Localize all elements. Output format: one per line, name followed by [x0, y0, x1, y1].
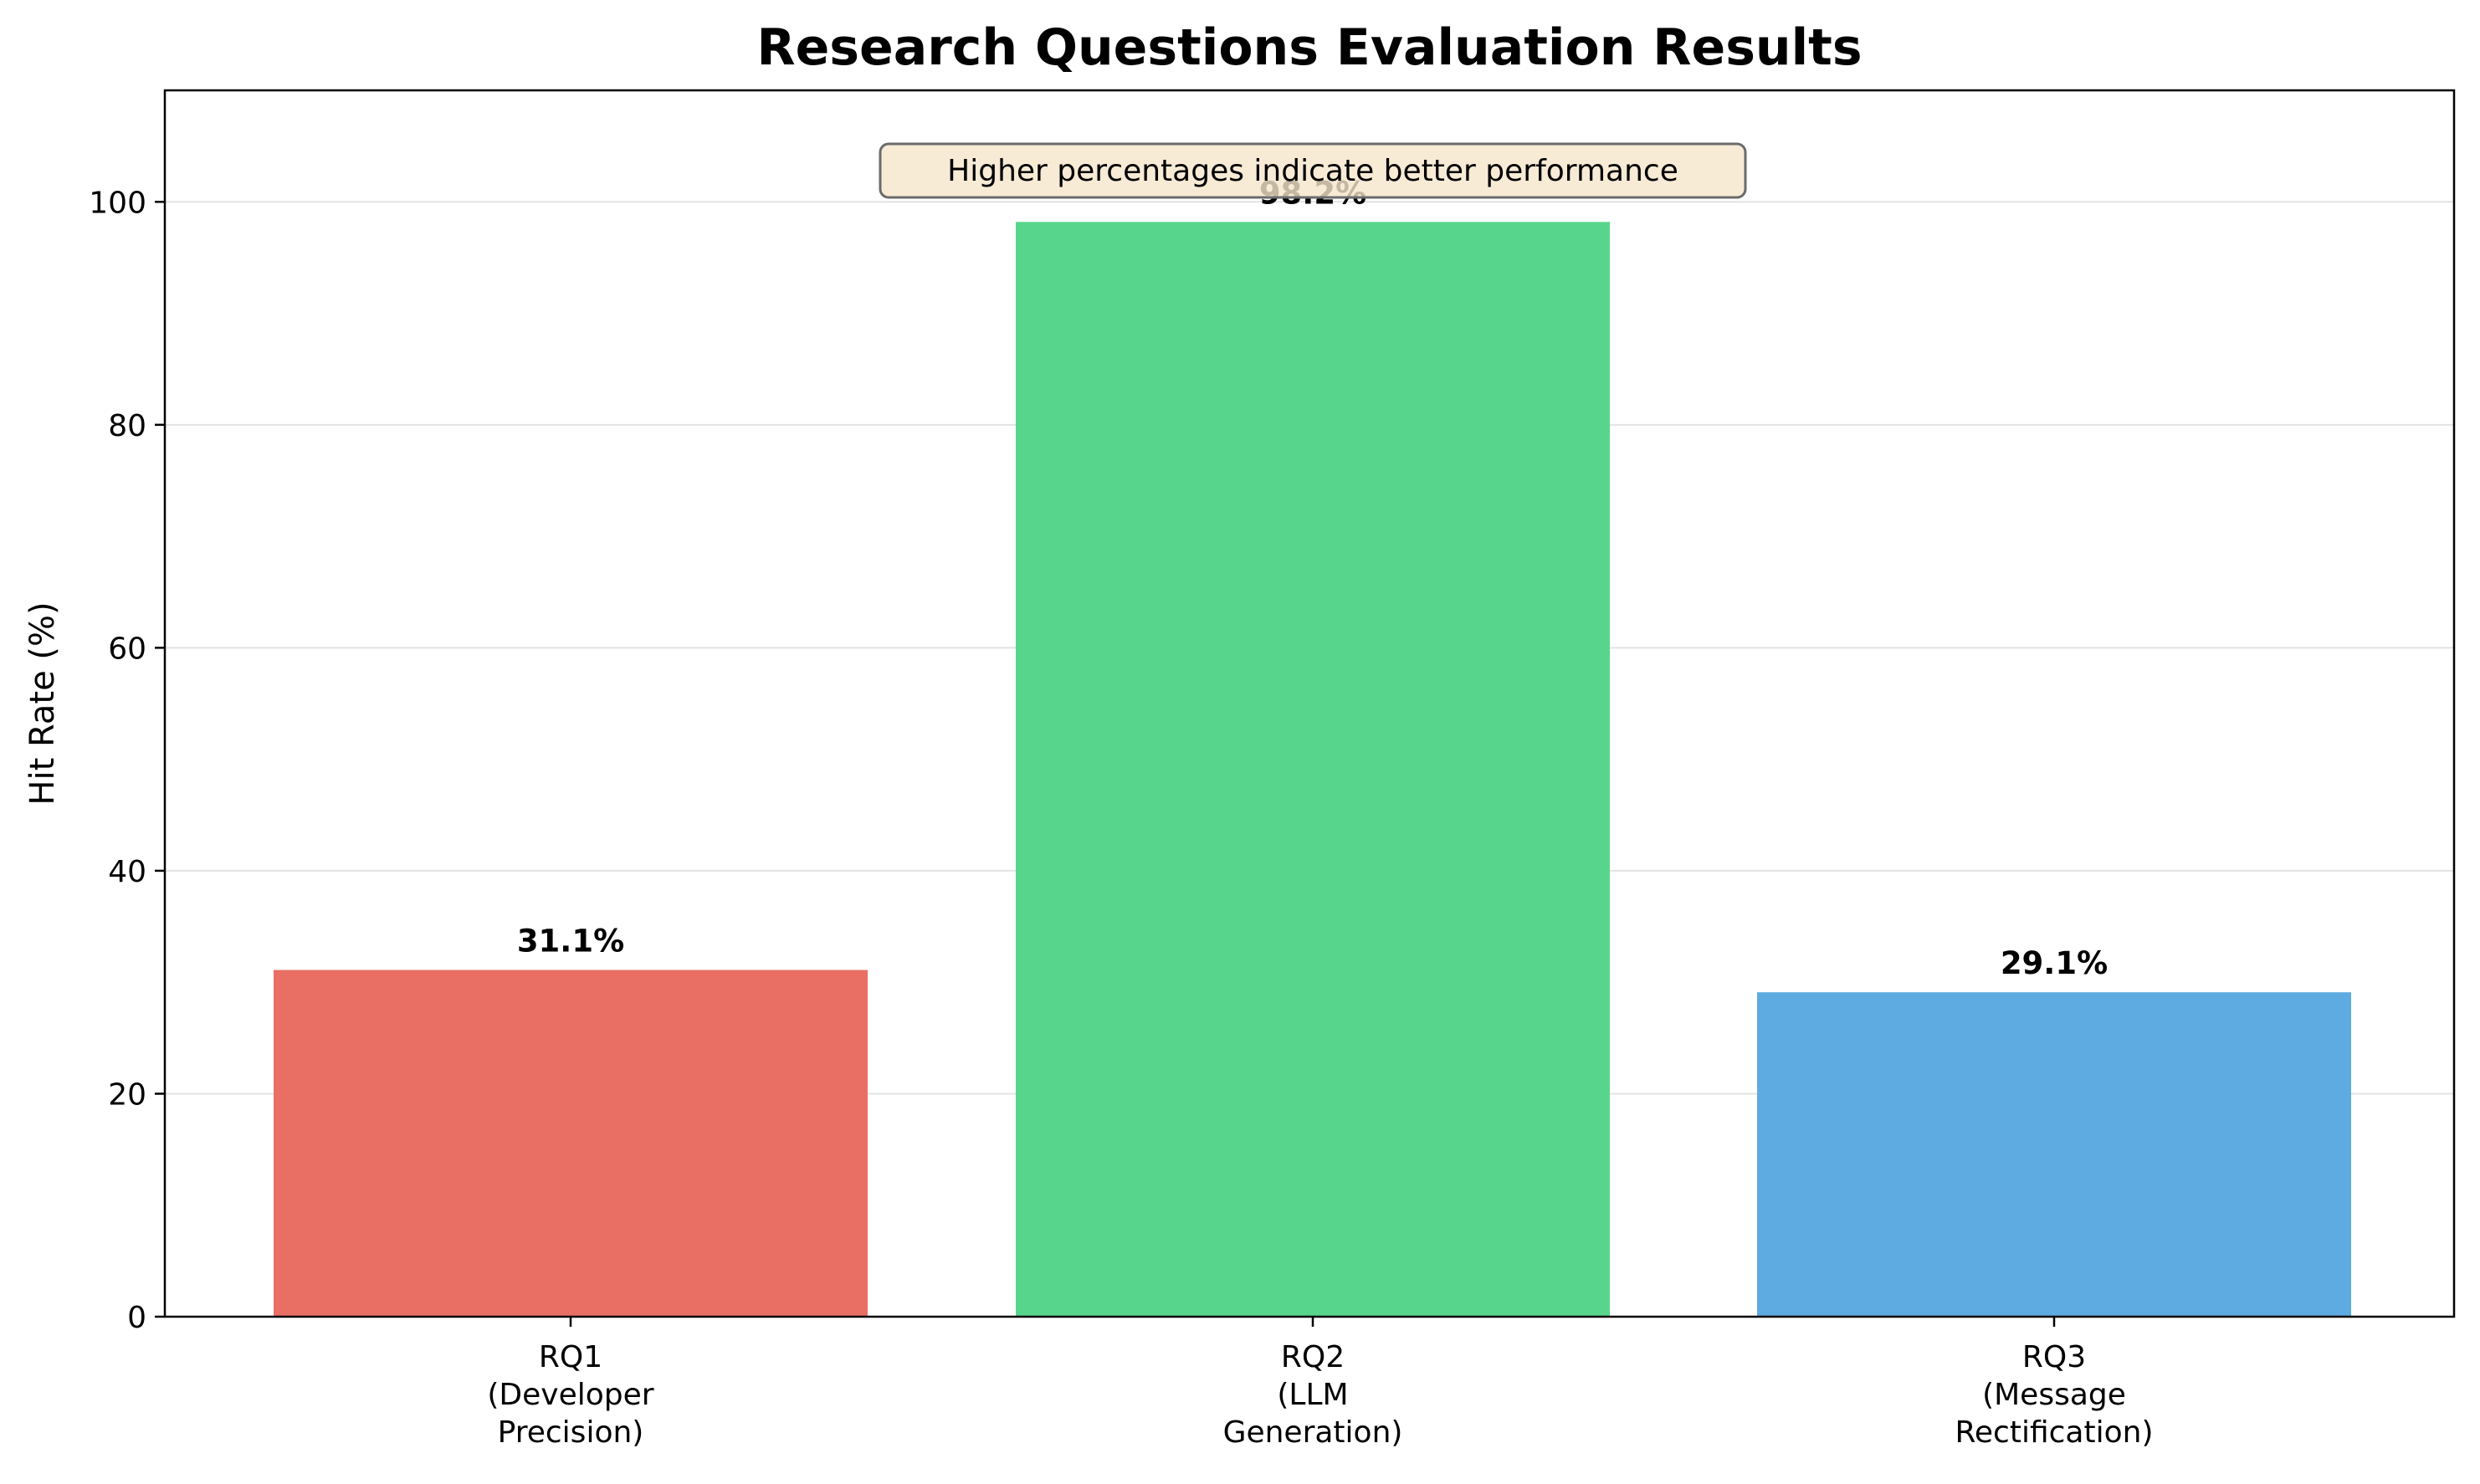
y-tick-label: 80 [108, 409, 146, 443]
x-tick-label: (LLM [1277, 1378, 1348, 1412]
chart-title: Research Questions Evaluation Results [756, 18, 1862, 77]
x-tick-label: RQ1 [539, 1340, 602, 1374]
x-tick-label: Rectification) [1955, 1415, 2154, 1450]
y-tick-label: 20 [108, 1077, 146, 1112]
bar-value-label: 29.1% [2001, 945, 2108, 981]
annotation-background [879, 142, 1747, 199]
x-tick-label: RQ2 [1281, 1340, 1345, 1374]
x-tick-label: Generation) [1223, 1415, 1403, 1450]
plot-frame [163, 89, 2456, 1318]
x-tick-label: Precision) [498, 1415, 644, 1450]
annotation-box: Higher percentages indicate better perfo… [879, 142, 1747, 199]
y-tick-label: 100 [89, 186, 146, 220]
x-tick-label: (Developer [487, 1378, 653, 1412]
value-labels: 31.1%98.2%29.1% [517, 175, 2108, 981]
y-tick-label: 60 [108, 632, 146, 666]
bar-value-label: 31.1% [517, 924, 624, 959]
bar [1016, 222, 1610, 1317]
annotation-text: Higher percentages indicate better perfo… [947, 154, 1678, 188]
bar [274, 970, 868, 1317]
y-axis-ticks: 0 20 40 60 80 100 [89, 186, 165, 1335]
bars [274, 222, 2351, 1317]
bar [1757, 992, 2351, 1317]
x-tick-label: RQ3 [2022, 1340, 2086, 1374]
x-tick-label: (Message [1982, 1378, 2126, 1412]
y-axis-label: Hit Rate (%) [23, 601, 62, 805]
y-tick-label: 40 [108, 855, 146, 889]
y-tick-label: 0 [127, 1301, 146, 1335]
